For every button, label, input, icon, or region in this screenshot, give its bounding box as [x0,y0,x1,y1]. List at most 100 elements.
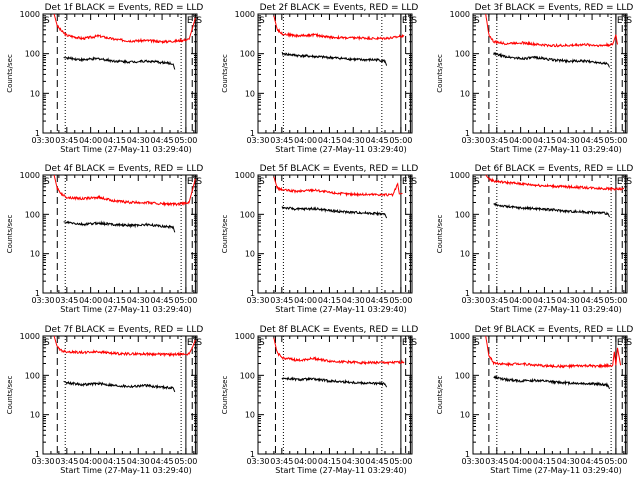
marker-label: S [196,338,202,348]
x-tick-label: 03:30 [31,136,54,145]
x-axis-label: Start Time (27-May-11 03:29:40) [275,305,406,314]
y-tick-label: 1 [250,450,255,459]
x-tick-label: 03:30 [461,136,484,145]
x-axis-label: Start Time (27-May-11 03:29:40) [490,305,621,314]
plot-frame [257,13,413,134]
panel-title: Det 5f BLACK = Events, RED = LLD [260,164,419,174]
panel-title: Det 8f BLACK = Events, RED = LLD [260,325,419,335]
y-axis-label: Counts/sec [6,54,14,93]
y-tick-label: 1 [250,289,255,298]
x-tick-label: 04:00 [79,296,102,305]
x-tick-label: 04:30 [127,296,150,305]
detector-panel: Det 4f BLACK = Events, RED = LLD Counts/s… [6,164,203,314]
marker-label: E [617,16,623,26]
y-tick-label: 1 [35,129,40,138]
y-tick-label: 1 [250,129,255,138]
y-tick-label: 100 [25,210,40,219]
x-tick-label: 05:00 [174,136,197,145]
marker-label: S [259,177,265,187]
y-axis-label: Counts/sec [436,376,444,415]
marker-label: E [187,16,193,26]
lld-series-line [273,15,405,41]
x-tick-label: 03:45 [55,457,78,466]
x-axis-label: Start Time (27-May-11 03:29:40) [275,145,406,154]
x-tick-label: 03:30 [461,296,484,305]
x-tick-label: 04:00 [509,457,532,466]
y-tick-label: 10 [245,250,255,259]
y-tick-label: 1000 [450,332,470,341]
lld-series-line [485,335,622,370]
x-tick-label: 04:45 [581,457,604,466]
marker-label: E [402,16,408,26]
x-tick-label: 04:45 [366,296,389,305]
marker-label: E [187,177,193,187]
x-tick-label: 03:30 [246,296,269,305]
y-tick-label: 100 [25,50,40,59]
y-tick-label: 100 [25,371,40,380]
x-tick-label: 04:45 [151,136,174,145]
y-tick-label: 1000 [20,332,40,341]
y-tick-label: 10 [245,89,255,98]
marker-label: S [44,16,50,26]
events-series-line [281,51,388,66]
y-tick-label: 100 [455,210,470,219]
y-tick-label: 1 [35,450,40,459]
detector-panel: Det 5f BLACK = Events, RED = LLD Counts/s… [221,164,418,314]
x-tick-label: 04:15 [533,457,556,466]
marker-label: S [626,177,632,187]
x-axis-label: Start Time (27-May-11 03:29:40) [60,145,191,154]
marker-label: S [411,338,417,348]
marker-label: E [402,338,408,348]
plot-frame [42,174,198,294]
plot-frame [472,13,628,134]
x-tick-label: 04:00 [294,136,317,145]
x-tick-label: 05:00 [389,296,412,305]
x-tick-label: 03:30 [31,457,54,466]
x-tick-label: 04:15 [318,136,341,145]
x-tick-label: 03:45 [270,296,293,305]
y-tick-label: 1000 [20,171,40,180]
detector-panel: Det 8f BLACK = Events, RED = LLD Counts/s… [221,325,418,475]
x-tick-label: 05:00 [174,296,197,305]
plot-frame [257,335,413,455]
x-tick-label: 05:00 [604,296,627,305]
events-series-line [281,206,388,219]
x-tick-label: 04:30 [127,136,150,145]
x-tick-label: 04:45 [581,296,604,305]
y-tick-label: 1000 [450,171,470,180]
events-series-line [493,51,610,68]
detector-panel: Det 1f BLACK = Events, RED = LLD Counts/s… [6,3,203,154]
x-tick-label: 04:30 [557,296,580,305]
marker-label: S [259,338,265,348]
y-tick-label: 100 [240,210,255,219]
x-tick-label: 05:00 [604,136,627,145]
x-tick-label: 04:45 [366,457,389,466]
x-tick-label: 03:30 [246,457,269,466]
x-tick-label: 04:30 [342,296,365,305]
x-tick-label: 04:00 [79,457,102,466]
x-tick-label: 04:15 [318,296,341,305]
lld-series-line [485,174,625,192]
plot-frame [472,174,628,294]
y-tick-label: 1000 [235,332,255,341]
x-tick-label: 04:00 [509,136,532,145]
y-axis-label: Counts/sec [221,376,229,415]
lld-series-line [53,174,196,207]
marker-label: S [474,16,480,26]
x-tick-label: 04:15 [533,296,556,305]
x-tick-label: 04:00 [294,296,317,305]
y-tick-label: 10 [460,250,470,259]
x-tick-label: 03:30 [31,296,54,305]
x-tick-label: 03:45 [270,457,293,466]
y-tick-label: 1000 [235,171,255,180]
x-tick-label: 03:45 [485,457,508,466]
marker-label: S [474,177,480,187]
y-tick-label: 100 [240,50,255,59]
y-tick-label: 10 [30,89,40,98]
x-tick-label: 04:30 [557,136,580,145]
marker-label: S [411,16,417,26]
x-tick-label: 03:45 [270,136,293,145]
x-axis-label: Start Time (27-May-11 03:29:40) [60,466,191,475]
x-tick-label: 05:00 [604,457,627,466]
